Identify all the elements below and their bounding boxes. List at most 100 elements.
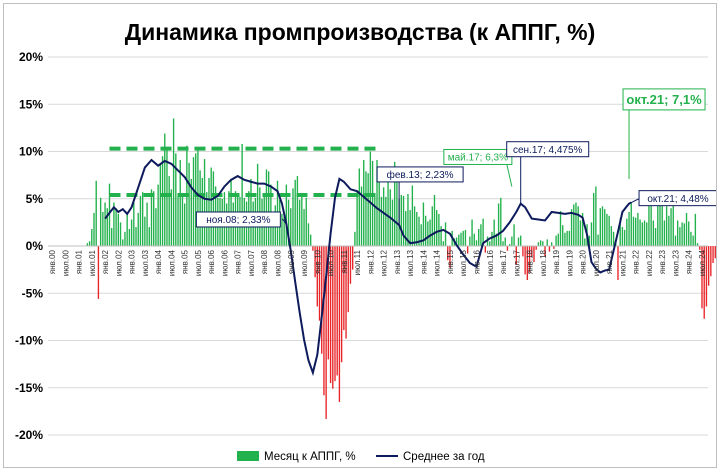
bar bbox=[301, 194, 303, 246]
bar bbox=[411, 185, 414, 246]
bar bbox=[290, 208, 292, 246]
bar bbox=[385, 196, 387, 246]
x-tick-label: янв.23 bbox=[658, 249, 667, 274]
bar bbox=[104, 202, 106, 246]
bar bbox=[520, 235, 522, 246]
bar bbox=[133, 202, 135, 246]
bar bbox=[500, 197, 502, 246]
bar bbox=[657, 201, 659, 246]
annotation-box bbox=[622, 88, 706, 111]
bar bbox=[707, 246, 710, 286]
bar bbox=[511, 236, 513, 246]
bar bbox=[265, 169, 268, 246]
annotation-label: сен.17; 4,475% bbox=[513, 145, 583, 156]
x-tick-label: янв.21 bbox=[605, 249, 614, 274]
bar bbox=[599, 208, 601, 246]
bar bbox=[517, 237, 520, 246]
bar bbox=[604, 209, 606, 246]
bar bbox=[440, 226, 442, 246]
bar bbox=[570, 209, 573, 246]
bar bbox=[343, 246, 345, 331]
bar bbox=[175, 153, 177, 246]
bar bbox=[438, 213, 440, 246]
bar bbox=[117, 213, 120, 246]
bar bbox=[491, 231, 493, 246]
chart-frame: Динамика промпроизводства (к АППГ, %) -2… bbox=[3, 3, 717, 468]
bar bbox=[665, 206, 668, 246]
bar bbox=[431, 206, 433, 246]
annotation-label: окт.21; 7,1% bbox=[626, 92, 702, 107]
bar bbox=[106, 208, 108, 246]
bar bbox=[597, 234, 599, 246]
x-tick-label: июл.24 bbox=[698, 249, 707, 276]
bar bbox=[102, 211, 104, 246]
bar bbox=[515, 246, 517, 265]
bar bbox=[462, 230, 464, 246]
bar bbox=[164, 133, 166, 246]
bar bbox=[192, 157, 195, 246]
x-tick-label: янв.17 bbox=[499, 249, 508, 274]
x-tick-label: янв.03 bbox=[128, 249, 137, 274]
bar bbox=[153, 191, 155, 246]
bar bbox=[637, 212, 639, 246]
bar bbox=[418, 216, 420, 246]
x-tick-label: июл.22 bbox=[645, 249, 654, 276]
x-tick-label: янв.09 bbox=[287, 249, 296, 274]
bar bbox=[630, 203, 632, 246]
x-tick-label: июл.01 bbox=[88, 249, 97, 276]
x-tick-label: янв.07 bbox=[234, 249, 243, 274]
bar bbox=[436, 210, 438, 246]
y-tick-labels: -20% -15% -10% -5% 0% 5% 10% 15% 20% bbox=[15, 50, 43, 442]
y-tick-label: -15% bbox=[15, 381, 43, 395]
bar bbox=[634, 217, 637, 246]
bar bbox=[533, 246, 535, 263]
bar bbox=[610, 226, 613, 246]
bar bbox=[562, 225, 564, 246]
bar bbox=[197, 150, 199, 246]
bar bbox=[111, 228, 113, 246]
x-tick-label: июл.14 bbox=[433, 249, 442, 276]
bar bbox=[195, 153, 197, 246]
bar bbox=[97, 246, 100, 299]
bar bbox=[581, 212, 584, 246]
bar bbox=[400, 194, 402, 246]
bar bbox=[659, 203, 661, 246]
bar bbox=[130, 219, 133, 246]
x-tick-label: июл.04 bbox=[167, 249, 176, 276]
x-tick-label: июл.18 bbox=[539, 249, 548, 276]
bar bbox=[696, 243, 699, 246]
x-tick-labels: янв.00 июл.00 янв.01 июл.01 янв.02 июл.02 янв.… bbox=[48, 249, 707, 276]
bar bbox=[661, 205, 663, 246]
annotation-leader bbox=[281, 218, 287, 225]
bar bbox=[159, 164, 162, 246]
bar bbox=[506, 246, 509, 251]
bar bbox=[139, 195, 142, 246]
bar bbox=[495, 233, 498, 246]
bar bbox=[340, 246, 343, 363]
bar bbox=[316, 246, 318, 307]
bar bbox=[641, 222, 643, 247]
bar bbox=[568, 230, 571, 246]
y-tick-label: -10% bbox=[15, 334, 43, 348]
bar bbox=[416, 211, 418, 246]
bar bbox=[546, 239, 548, 246]
x-tick-label: янв.06 bbox=[207, 249, 216, 274]
bar bbox=[267, 171, 270, 246]
bar bbox=[312, 246, 314, 251]
bar bbox=[427, 221, 429, 246]
bar bbox=[135, 227, 137, 246]
x-tick-label: янв.16 bbox=[472, 249, 481, 274]
bar bbox=[617, 246, 619, 281]
bar bbox=[539, 240, 542, 246]
x-tick-label: июл.02 bbox=[114, 249, 123, 276]
bar bbox=[504, 237, 506, 246]
bar bbox=[382, 187, 385, 246]
bar bbox=[394, 161, 396, 246]
bar bbox=[292, 188, 294, 246]
bar bbox=[575, 202, 577, 246]
x-tick-label: янв.11 bbox=[340, 249, 349, 273]
bar bbox=[369, 151, 372, 246]
bar bbox=[579, 220, 582, 246]
bar bbox=[612, 231, 615, 246]
x-tick-label: янв.04 bbox=[154, 249, 163, 274]
